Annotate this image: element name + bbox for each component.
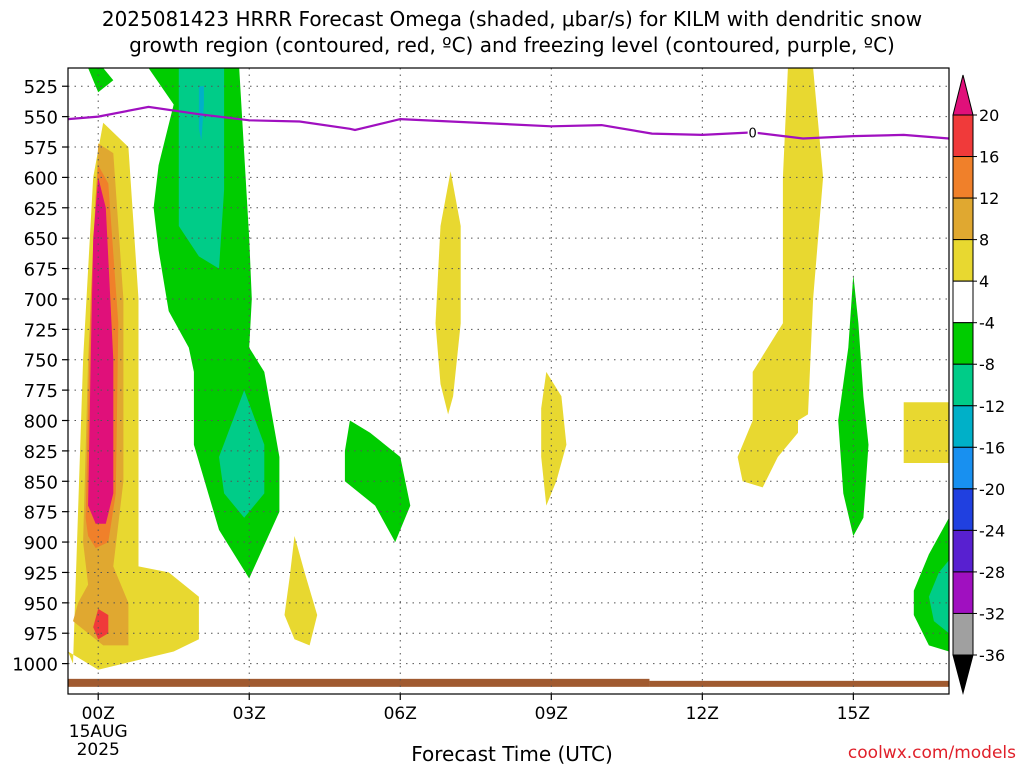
x-tick-label: 06Z (384, 704, 417, 724)
colorbar-label: -4 (979, 314, 995, 333)
freezing-level-label: 0 (749, 126, 757, 141)
y-tick-label: 525 (24, 77, 58, 98)
omega-descent-02z (219, 390, 265, 518)
y-tick-label: 875 (24, 503, 58, 524)
colorbar-top-triangle (952, 74, 974, 116)
freezing-level-line (67, 105, 950, 140)
colorbar-swatch (952, 197, 974, 241)
source-credit: coolwx.com/models (847, 743, 1016, 763)
plot-frame (67, 67, 950, 695)
y-tick-label: 975 (24, 624, 58, 645)
x-tick-label: 00Z (82, 704, 115, 724)
colorbar-swatch (952, 405, 974, 448)
freezing-level-label-bg (747, 125, 758, 139)
y-tick-label: 750 (24, 351, 58, 372)
x-tick-label: 12Z (686, 704, 719, 724)
terrain-surface (649, 680, 949, 687)
freezing-level-layer: 0 (67, 105, 950, 141)
omega-ascent-00z (93, 608, 109, 640)
y-tick-label: 800 (24, 412, 58, 433)
y-tick-label: 900 (24, 533, 58, 554)
chart-title-line-1: 2025081423 HRRR Forecast Omega (shaded, … (101, 7, 923, 31)
omega-ascent-04z (284, 536, 318, 646)
colorbar-swatch (952, 156, 974, 199)
y-tick-label: 650 (24, 229, 58, 250)
omega-ascent-16z (903, 402, 949, 463)
x-tick-sublabel-year: 2025 (77, 740, 120, 760)
y-tick-label: 550 (24, 108, 58, 129)
omega-ascent-14z (737, 68, 824, 488)
x-tick-sublabel-date: 15AUG (69, 722, 128, 742)
y-tick-label: 675 (24, 260, 58, 281)
y-axis: 525 550 575 600 625 650 675 700 725 750 775 800 825 8… (12, 77, 68, 676)
y-tick-label: 625 (24, 199, 58, 220)
y-tick-label: 1000 (12, 655, 58, 676)
colorbar-label: -32 (979, 604, 1005, 623)
colorbar-label: 12 (979, 189, 999, 208)
omega-ascent-09z (541, 371, 567, 506)
colorbar-label: -8 (979, 355, 995, 374)
y-tick-label: 950 (24, 594, 58, 615)
colorbar-label: -12 (979, 397, 1005, 416)
colorbar-swatch (952, 363, 974, 407)
x-tick-label: 15Z (837, 704, 870, 724)
grid-layer (68, 68, 949, 694)
omega-descent-00z (88, 68, 114, 93)
y-tick-label: 600 (24, 168, 58, 189)
colorbar-swatch (952, 114, 974, 158)
x-tick-label: 03Z (233, 704, 266, 724)
colorbar-label: 20 (979, 106, 999, 125)
colorbar-label: -28 (979, 563, 1005, 582)
y-tick-label: 725 (24, 320, 58, 341)
y-tick-label: 575 (24, 138, 58, 159)
colorbar-label: 16 (979, 148, 999, 167)
colorbar-swatch (952, 322, 974, 365)
y-tick-label: 850 (24, 472, 58, 493)
colorbar-label: 8 (979, 231, 989, 250)
omega-descent-16z (928, 560, 949, 634)
colorbar: 20 16 12 8 4 -4 -8 -12 -16 -20 -24 -28 -32 -36 (952, 74, 1005, 695)
omega-ascent-00z (88, 177, 114, 524)
omega-descent-15z (838, 274, 869, 536)
y-tick-label: 700 (24, 290, 58, 311)
colorbar-swatch (952, 612, 974, 656)
colorbar-swatch (952, 239, 974, 282)
chart-title-line-2: growth region (contoured, red, ºC) and f… (129, 33, 895, 57)
y-tick-label: 825 (24, 442, 58, 463)
colorbar-swatch (952, 446, 974, 490)
shaded-omega-layer (68, 68, 949, 670)
colorbar-swatch (952, 571, 974, 614)
y-tick-label: 925 (24, 563, 58, 584)
y-tick-label: 775 (24, 381, 58, 402)
colorbar-label: -20 (979, 480, 1005, 499)
colorbar-bottom-triangle (952, 654, 974, 695)
chart-title: 2025081423 HRRR Forecast Omega (shaded, … (0, 6, 1024, 58)
colorbar-label: 4 (979, 272, 989, 291)
x-tick-label: 09Z (535, 704, 568, 724)
colorbar-label: -16 (979, 438, 1005, 457)
omega-descent-02z (178, 68, 225, 269)
colorbar-swatch (952, 280, 974, 324)
colorbar-label: -24 (979, 521, 1005, 540)
terrain-surface (68, 678, 650, 687)
omega-ascent-07z (435, 171, 461, 415)
x-axis-label: Forecast Time (UTC) (411, 742, 613, 766)
colorbar-swatch (952, 529, 974, 573)
terrain-layer (68, 678, 949, 687)
colorbar-swatch (952, 488, 974, 531)
colorbar-label: -36 (979, 646, 1005, 665)
